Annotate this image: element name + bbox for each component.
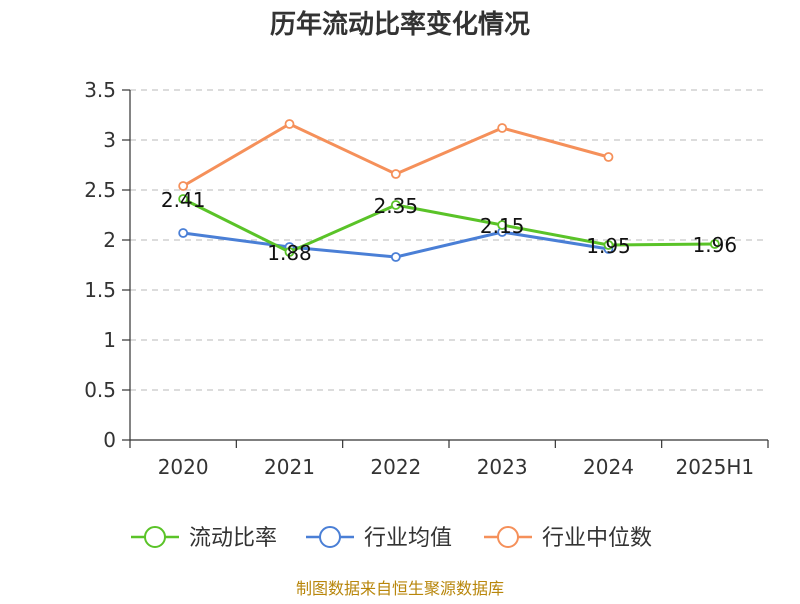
source-note: 制图数据来自恒生聚源数据库 — [296, 579, 504, 598]
legend-marker — [144, 526, 166, 548]
x-tick-label: 2021 — [264, 455, 315, 479]
legend-marker — [319, 526, 341, 548]
data-point — [603, 240, 614, 250]
grid — [130, 89, 768, 391]
y-tick-label: 0 — [103, 428, 116, 452]
data-point — [284, 119, 295, 129]
legend-label: 流动比率 — [189, 526, 277, 551]
data-point — [390, 200, 401, 210]
data-label: 2.15 — [480, 214, 525, 238]
x-tick-label: 2022 — [370, 455, 421, 479]
legend-item: 行业均值 — [306, 526, 452, 551]
y-tick-label: 0.5 — [84, 378, 116, 402]
y-tick-label: 3.5 — [84, 78, 116, 102]
y-tick-label: 3 — [103, 128, 116, 152]
data-point — [178, 194, 189, 204]
y-tick-label: 1.5 — [84, 278, 116, 302]
data-label: 1.88 — [267, 241, 312, 265]
legend-item: 行业中位数 — [484, 526, 652, 551]
legend: 流动比率 行业均值 行业中位数 — [131, 526, 652, 551]
data-point — [178, 228, 189, 238]
y-tick-label: 1 — [103, 328, 116, 352]
data-label: 1.95 — [586, 234, 631, 258]
data-label: 1.96 — [693, 233, 738, 257]
x-tick-label: 2020 — [158, 455, 209, 479]
axes: 0 0.5 1 1.5 2 2.5 3 3.5 2020 2021 2022 2023 2024 2025… — [84, 78, 769, 479]
data-point — [178, 181, 189, 191]
series — [178, 119, 720, 262]
data-point — [497, 123, 508, 133]
data-label: 2.41 — [161, 188, 206, 212]
x-tick-label: 2024 — [583, 455, 634, 479]
legend-item: 流动比率 — [131, 526, 277, 551]
data-point — [284, 247, 295, 257]
chart-title: 历年流动比率变化情况 — [270, 9, 530, 40]
x-tick-label: 2025H1 — [675, 455, 754, 479]
x-tick-label: 2023 — [477, 455, 528, 479]
data-point — [390, 252, 401, 262]
data-point — [497, 220, 508, 230]
data-point — [709, 239, 720, 249]
series-line — [182, 197, 715, 254]
data-labels: 2.41 1.88 2.35 2.15 1.95 1.96 — [161, 188, 737, 265]
data-point — [390, 169, 401, 179]
data-point — [603, 152, 614, 162]
data-label: 2.35 — [374, 194, 419, 218]
legend-marker — [497, 526, 519, 548]
legend-label: 行业均值 — [364, 526, 452, 551]
y-tick-label: 2.5 — [84, 178, 116, 202]
y-tick-label: 2 — [103, 228, 116, 252]
legend-label: 行业中位数 — [542, 526, 652, 551]
